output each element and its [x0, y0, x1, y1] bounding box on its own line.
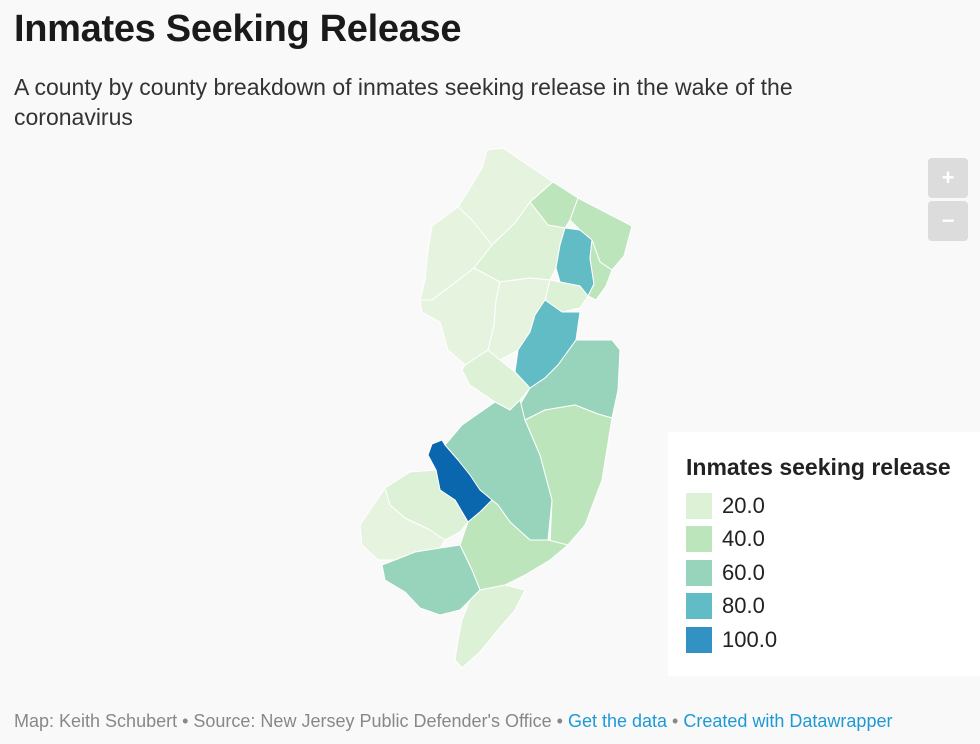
legend-swatch — [686, 626, 712, 653]
legend-item-20: 20.0 — [686, 492, 765, 519]
legend-label: 20.0 — [722, 492, 765, 518]
chart-subtitle: A county by county breakdown of inmates … — [14, 74, 793, 130]
chart-title: Inmates Seeking Release — [14, 8, 462, 50]
county-cape-may[interactable] — [454, 584, 526, 669]
legend-item-100: 100.0 — [686, 626, 777, 653]
legend-title: Inmates seeking release — [686, 454, 951, 480]
legend-swatch — [686, 592, 712, 619]
legend: Inmates seeking release 20.0 40.0 60.0 8… — [668, 432, 980, 676]
county-cumberland[interactable] — [381, 544, 481, 616]
new-jersey-map[interactable] — [340, 140, 640, 680]
legend-swatch — [686, 492, 712, 519]
legend-label: 40.0 — [722, 525, 765, 551]
footer: Map: Keith Schubert • Source: New Jersey… — [14, 711, 892, 732]
legend-item-80: 80.0 — [686, 592, 765, 619]
legend-label: 80.0 — [722, 592, 765, 618]
legend-label: 100.0 — [722, 626, 778, 652]
legend-label: 60.0 — [722, 559, 765, 585]
county-hudson[interactable] — [587, 239, 613, 301]
legend-item-40: 40.0 — [686, 525, 765, 552]
legend-swatch — [686, 559, 712, 586]
zoom-out-button[interactable]: − — [928, 201, 968, 241]
legend-item-60: 60.0 — [686, 559, 765, 586]
footer-separator: • — [667, 711, 684, 731]
zoom-in-button[interactable]: + — [928, 158, 968, 198]
legend-swatch — [686, 525, 712, 552]
created-with-datawrapper-link[interactable]: Created with Datawrapper — [683, 711, 893, 731]
footer-credit: Map: Keith Schubert • Source: New Jersey… — [14, 711, 568, 731]
get-the-data-link[interactable]: Get the data — [567, 711, 668, 731]
county-ocean[interactable] — [524, 404, 613, 546]
county-morris[interactable] — [473, 201, 566, 283]
